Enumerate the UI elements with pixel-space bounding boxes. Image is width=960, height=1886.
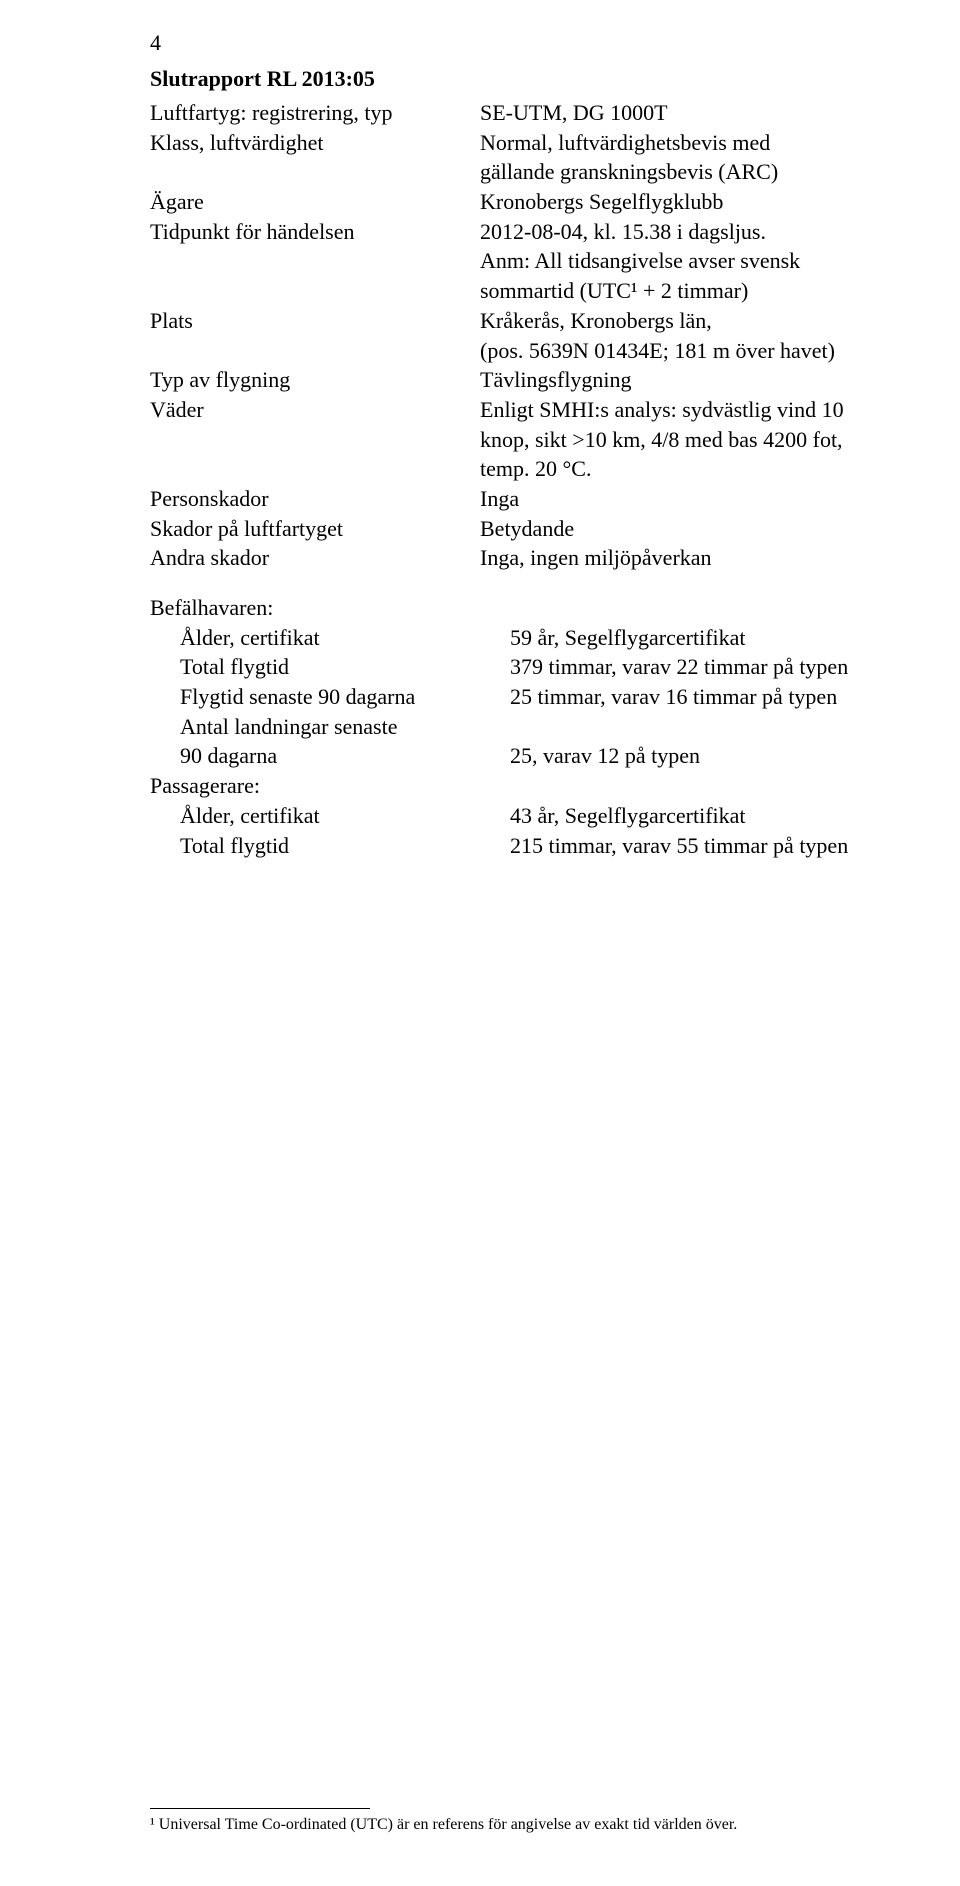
info-row: Klass, luftvärdighetNormal, luftvärdighe… [150,128,850,187]
row-label: Antal landningar senaste90 dagarna [150,712,510,771]
info-row: PlatsKråkerås, Kronobergs län,(pos. 5639… [150,306,850,365]
report-title: Slutrapport RL 2013:05 [150,66,850,92]
row-label: Ägare [150,187,480,217]
info-row: ÄgareKronobergs Segelflygklubb [150,187,850,217]
info-row: Andra skadorInga, ingen miljöpåverkan [150,543,850,573]
row-label: Total flygtid [150,831,510,861]
info-row: Total flygtid379 timmar, varav 22 timmar… [150,652,850,682]
info-row: Total flygtid215 timmar, varav 55 timmar… [150,831,850,861]
info-row: VäderEnligt SMHI:s analys: sydvästlig vi… [150,395,850,484]
row-value: 43 år, Segelflygarcertifikat [510,801,850,831]
info-row: PersonskadorInga [150,484,850,514]
row-value: 25 timmar, varav 16 timmar på typen [510,682,850,712]
row-value: 59 år, Segelflygarcertifikat [510,623,850,653]
info-block-2: Befälhavaren: Ålder, certifikat59 år, Se… [150,593,850,771]
info-row: Antal landningar senaste90 dagarna 25, v… [150,712,850,771]
row-label: Typ av flygning [150,365,480,395]
empty-value [480,593,850,623]
row-label: Plats [150,306,480,365]
row-value: Betydande [480,514,850,544]
row-value: Inga [480,484,850,514]
footnote-separator [150,1808,370,1809]
row-label: Ålder, certifikat [150,801,510,831]
row-value: SE-UTM, DG 1000T [480,98,850,128]
row-label: Väder [150,395,480,484]
row-label: Tidpunkt för händelsen [150,217,480,306]
row-value: 379 timmar, varav 22 timmar på typen [510,652,850,682]
info-row: Luftfartyg: registrering, typSE-UTM, DG … [150,98,850,128]
info-row: Flygtid senaste 90 dagarna25 timmar, var… [150,682,850,712]
row-label: Flygtid senaste 90 dagarna [150,682,510,712]
document-page: 4 Slutrapport RL 2013:05 Luftfartyg: reg… [0,0,960,1886]
info-row: Tidpunkt för händelsen2012-08-04, kl. 15… [150,217,850,306]
row-label: Andra skador [150,543,480,573]
row-label: Ålder, certifikat [150,623,510,653]
row-value: Tävlingsflygning [480,365,850,395]
row-label: Total flygtid [150,652,510,682]
block3-header: Passagerare: [150,771,480,801]
footnote-text: ¹ Universal Time Co-ordinated (UTC) är e… [150,1815,850,1836]
row-value: Kråkerås, Kronobergs län,(pos. 5639N 014… [480,306,850,365]
row-value: Kronobergs Segelflygklubb [480,187,850,217]
row-label: Personskador [150,484,480,514]
row-value: 25, varav 12 på typen [510,712,850,771]
page-number: 4 [150,30,850,56]
info-block-1: Luftfartyg: registrering, typSE-UTM, DG … [150,98,850,573]
row-value: Enligt SMHI:s analys: sydvästlig vind 10… [480,395,850,484]
row-value: Inga, ingen miljöpåverkan [480,543,850,573]
empty-value [480,771,850,801]
info-row: Typ av flygningTävlingsflygning [150,365,850,395]
footnote-area: ¹ Universal Time Co-ordinated (UTC) är e… [150,1808,850,1836]
row-label: Klass, luftvärdighet [150,128,480,187]
row-label: Skador på luftfartyget [150,514,480,544]
row-label: Luftfartyg: registrering, typ [150,98,480,128]
info-row: Skador på luftfartygetBetydande [150,514,850,544]
block2-header: Befälhavaren: [150,593,480,623]
row-value: Normal, luftvärdighetsbevis med gällande… [480,128,850,187]
row-value: 215 timmar, varav 55 timmar på typen [510,831,850,861]
info-row: Ålder, certifikat43 år, Segelflygarcerti… [150,801,850,831]
row-value: 2012-08-04, kl. 15.38 i dagsljus.Anm: Al… [480,217,850,306]
info-block-3: Passagerare: Ålder, certifikat43 år, Seg… [150,771,850,860]
info-row: Ålder, certifikat59 år, Segelflygarcerti… [150,623,850,653]
